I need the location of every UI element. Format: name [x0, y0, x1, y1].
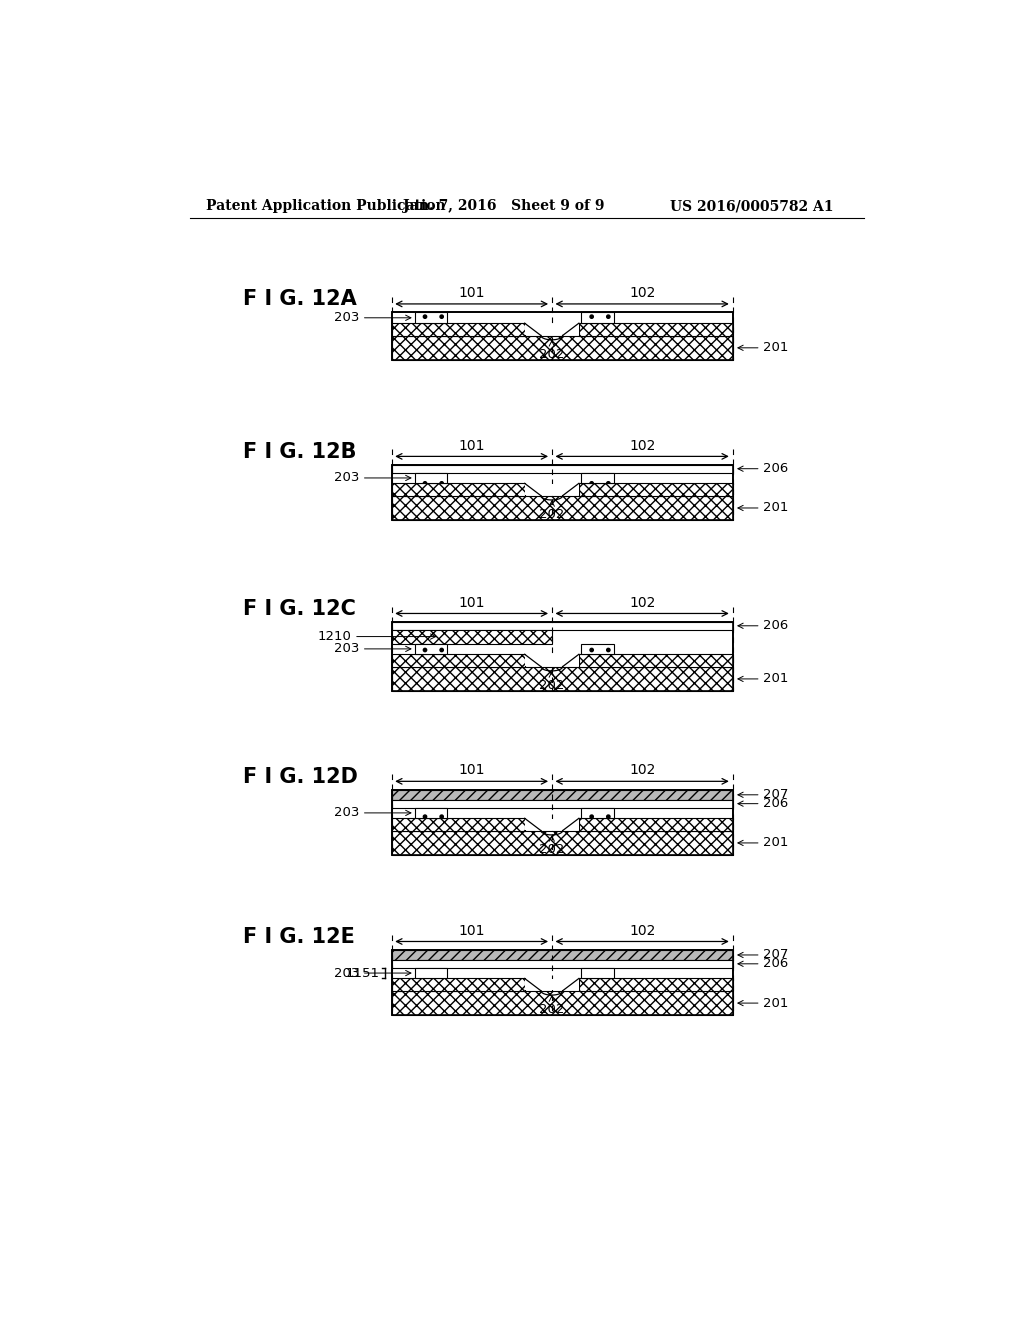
Bar [391, 800, 732, 808]
Bar [391, 465, 732, 473]
Text: 201: 201 [738, 997, 788, 1010]
Bar [391, 313, 732, 360]
Text: Patent Application Publication: Patent Application Publication [206, 199, 445, 213]
Bar [415, 644, 447, 655]
Bar [525, 818, 579, 830]
Text: 101: 101 [459, 286, 485, 300]
Bar [391, 960, 732, 968]
Text: 203: 203 [334, 643, 411, 656]
Bar [391, 950, 732, 1015]
Bar [525, 655, 579, 667]
Text: 102: 102 [629, 286, 655, 300]
Text: 201: 201 [738, 837, 788, 850]
Text: 102: 102 [629, 763, 655, 777]
Bar [391, 789, 732, 855]
Text: 207: 207 [738, 949, 788, 961]
Bar [391, 789, 732, 855]
Bar [391, 991, 732, 1015]
Text: 201: 201 [738, 342, 788, 354]
Text: 102: 102 [629, 438, 655, 453]
Bar [415, 473, 447, 483]
Bar [391, 323, 524, 335]
Text: 102: 102 [629, 595, 655, 610]
Bar [579, 978, 732, 991]
Bar [415, 313, 447, 323]
Bar [579, 483, 732, 496]
Bar [391, 667, 732, 692]
Bar [391, 622, 732, 630]
Bar [391, 622, 732, 692]
Bar [391, 465, 732, 520]
Text: 101: 101 [459, 924, 485, 937]
Bar [391, 655, 524, 667]
Text: 202: 202 [539, 502, 564, 521]
Text: 203: 203 [334, 312, 411, 325]
Bar [391, 830, 732, 855]
Text: F I G. 12E: F I G. 12E [243, 927, 354, 946]
Bar [391, 818, 524, 830]
Text: 101: 101 [459, 595, 485, 610]
Text: 1151: 1151 [345, 966, 379, 979]
Bar [525, 323, 579, 335]
Text: 203: 203 [334, 471, 411, 484]
Text: 201: 201 [738, 672, 788, 685]
Bar [391, 789, 732, 800]
Text: 201: 201 [738, 502, 788, 515]
Bar [415, 968, 447, 978]
Bar [391, 313, 732, 360]
Bar [415, 808, 447, 818]
Bar [582, 313, 613, 323]
Text: 203: 203 [334, 807, 411, 820]
Bar [579, 818, 732, 830]
Text: US 2016/0005782 A1: US 2016/0005782 A1 [671, 199, 834, 213]
Bar [391, 622, 732, 692]
Bar [582, 968, 613, 978]
Text: 202: 202 [539, 341, 564, 360]
Text: 206: 206 [738, 797, 788, 810]
Bar [391, 950, 732, 960]
Text: F I G. 12D: F I G. 12D [243, 767, 357, 787]
Bar [579, 323, 732, 335]
Text: 202: 202 [539, 997, 564, 1016]
Text: F I G. 12B: F I G. 12B [243, 442, 356, 462]
Bar [582, 644, 613, 655]
Bar [391, 630, 552, 644]
Text: Jan. 7, 2016   Sheet 9 of 9: Jan. 7, 2016 Sheet 9 of 9 [403, 199, 604, 213]
Bar [582, 808, 613, 818]
Text: 102: 102 [629, 924, 655, 937]
Bar [525, 979, 579, 990]
Bar [525, 483, 579, 495]
Text: 206: 206 [738, 957, 788, 970]
Bar [391, 465, 732, 520]
Bar [391, 335, 732, 360]
Bar [579, 655, 732, 667]
Text: F I G. 12A: F I G. 12A [243, 289, 356, 309]
Text: 203: 203 [334, 966, 411, 979]
Text: 206: 206 [738, 462, 788, 475]
Bar [391, 483, 524, 496]
Bar [391, 950, 732, 1015]
Text: 202: 202 [539, 836, 564, 855]
Bar [391, 496, 732, 520]
Text: 207: 207 [738, 788, 788, 801]
Text: 202: 202 [539, 672, 564, 692]
Text: 101: 101 [459, 763, 485, 777]
Bar [391, 978, 524, 991]
Text: 101: 101 [459, 438, 485, 453]
Text: 206: 206 [738, 619, 788, 632]
Text: F I G. 12C: F I G. 12C [243, 599, 355, 619]
Bar [582, 473, 613, 483]
Text: 1210: 1210 [317, 630, 436, 643]
